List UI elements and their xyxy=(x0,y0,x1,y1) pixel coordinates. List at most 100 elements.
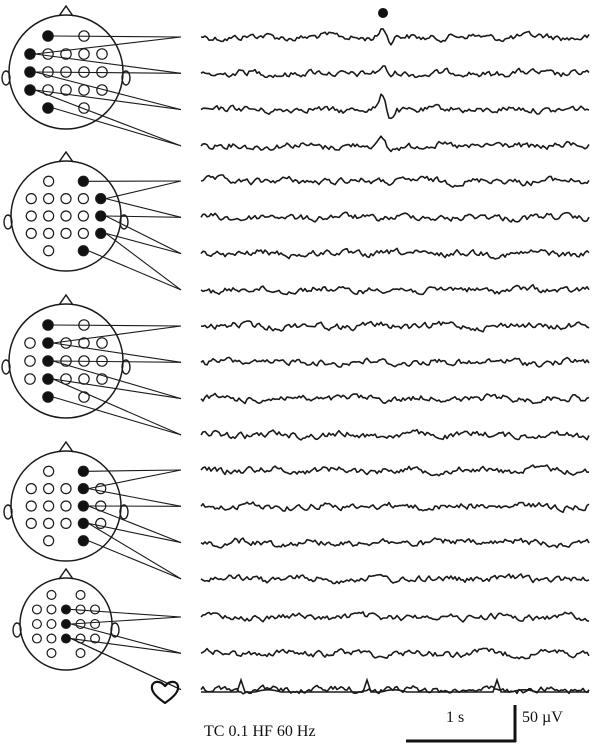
eeg-trace-3 xyxy=(200,93,590,120)
electrode-active xyxy=(24,84,36,96)
electrode xyxy=(31,633,42,644)
electrode-active xyxy=(42,319,54,331)
nose-outline xyxy=(58,293,74,306)
left-ear xyxy=(3,504,13,520)
connector-line xyxy=(105,180,182,200)
heart-icon xyxy=(150,680,180,705)
connector-line xyxy=(105,198,182,218)
eeg-trace-9 xyxy=(200,320,590,333)
electrode xyxy=(78,391,90,403)
electrode xyxy=(96,337,108,349)
connector-line xyxy=(88,522,182,580)
nose-outline xyxy=(58,440,74,453)
head-map-2 xyxy=(3,150,129,272)
right-ear xyxy=(121,70,131,86)
connector-line xyxy=(88,522,182,544)
electrode-active xyxy=(77,535,89,547)
ecg-trace xyxy=(201,677,589,693)
amplitude-scale-label: 50 µV xyxy=(522,709,563,726)
eeg-trace-7 xyxy=(200,247,590,260)
eeg-trace-10 xyxy=(200,356,590,368)
electrode-active xyxy=(42,355,54,367)
electrode xyxy=(25,500,37,512)
eeg-trace-2 xyxy=(200,65,590,79)
eeg-trace-16 xyxy=(200,573,590,585)
electrode xyxy=(25,517,37,529)
connector-line xyxy=(52,325,182,344)
left-ear xyxy=(1,359,11,375)
connector-line xyxy=(34,89,182,147)
electrode xyxy=(24,373,36,385)
electrode xyxy=(43,465,55,477)
connector-line xyxy=(34,53,182,74)
right-ear xyxy=(119,214,129,230)
electrode-active xyxy=(42,337,54,349)
eeg-trace-15 xyxy=(200,537,590,549)
electrode xyxy=(90,633,101,644)
eeg-trace-4 xyxy=(200,135,590,153)
connector-line xyxy=(52,107,182,147)
electrode xyxy=(24,337,36,349)
electrode-active xyxy=(77,517,89,529)
connector-line xyxy=(70,616,182,625)
electrode xyxy=(96,48,108,60)
electrode xyxy=(25,483,37,495)
electrode xyxy=(78,48,90,60)
connector-line xyxy=(52,35,182,38)
eeg-trace-17 xyxy=(200,611,590,623)
connector-line xyxy=(52,360,182,363)
electrode xyxy=(60,337,72,349)
head-map-3 xyxy=(1,293,131,419)
right-ear xyxy=(121,359,131,375)
eeg-trace-8 xyxy=(200,283,590,296)
connector-line xyxy=(34,36,182,55)
electrode-active xyxy=(24,48,36,60)
electrode-active xyxy=(60,604,72,615)
electrode xyxy=(31,618,42,630)
connector-line xyxy=(70,637,182,654)
eeg-trace-19 xyxy=(200,684,590,695)
connector-line xyxy=(88,469,182,472)
connector-line xyxy=(52,324,182,327)
electrode xyxy=(31,604,42,615)
electrode-active xyxy=(42,373,54,385)
connector-line xyxy=(88,505,182,544)
electrode-active xyxy=(42,102,54,114)
connector-line xyxy=(70,608,182,618)
eeg-trace-14 xyxy=(200,501,590,514)
head-map-5 xyxy=(12,567,120,671)
electrode xyxy=(46,604,57,615)
electrode xyxy=(43,535,55,547)
electrode xyxy=(43,517,55,529)
eeg-trace-13 xyxy=(200,464,590,477)
connector-line xyxy=(52,396,182,436)
electrode xyxy=(42,48,54,60)
electrode xyxy=(25,227,37,239)
electrode xyxy=(25,210,37,222)
electrode xyxy=(60,500,72,512)
head-outline xyxy=(8,303,124,419)
nose-outline xyxy=(58,150,74,163)
electrode xyxy=(96,66,108,78)
head-outline xyxy=(19,577,113,671)
electrode xyxy=(60,483,72,495)
electrode xyxy=(60,84,72,96)
electrode xyxy=(90,604,101,615)
connector-line xyxy=(70,623,182,654)
connector-line xyxy=(52,378,182,436)
electrode-active xyxy=(60,633,72,644)
electrode xyxy=(77,193,89,205)
head-map-1 xyxy=(1,4,131,130)
electrode xyxy=(46,618,57,630)
electrode xyxy=(43,193,55,205)
electrode xyxy=(43,483,55,495)
electrode xyxy=(60,227,72,239)
electrode xyxy=(75,589,86,600)
connector-line xyxy=(105,215,182,255)
electrode-maps xyxy=(1,4,131,671)
connector-line xyxy=(88,250,182,291)
left-ear xyxy=(12,622,22,638)
electrode xyxy=(46,633,57,644)
head-map-4 xyxy=(3,440,129,562)
